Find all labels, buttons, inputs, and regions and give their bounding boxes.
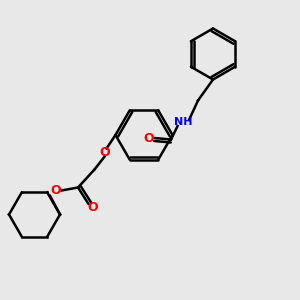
Text: O: O xyxy=(100,146,110,159)
Text: NH: NH xyxy=(174,116,193,127)
Text: O: O xyxy=(143,131,154,145)
Text: O: O xyxy=(88,200,98,214)
Text: O: O xyxy=(50,184,61,197)
